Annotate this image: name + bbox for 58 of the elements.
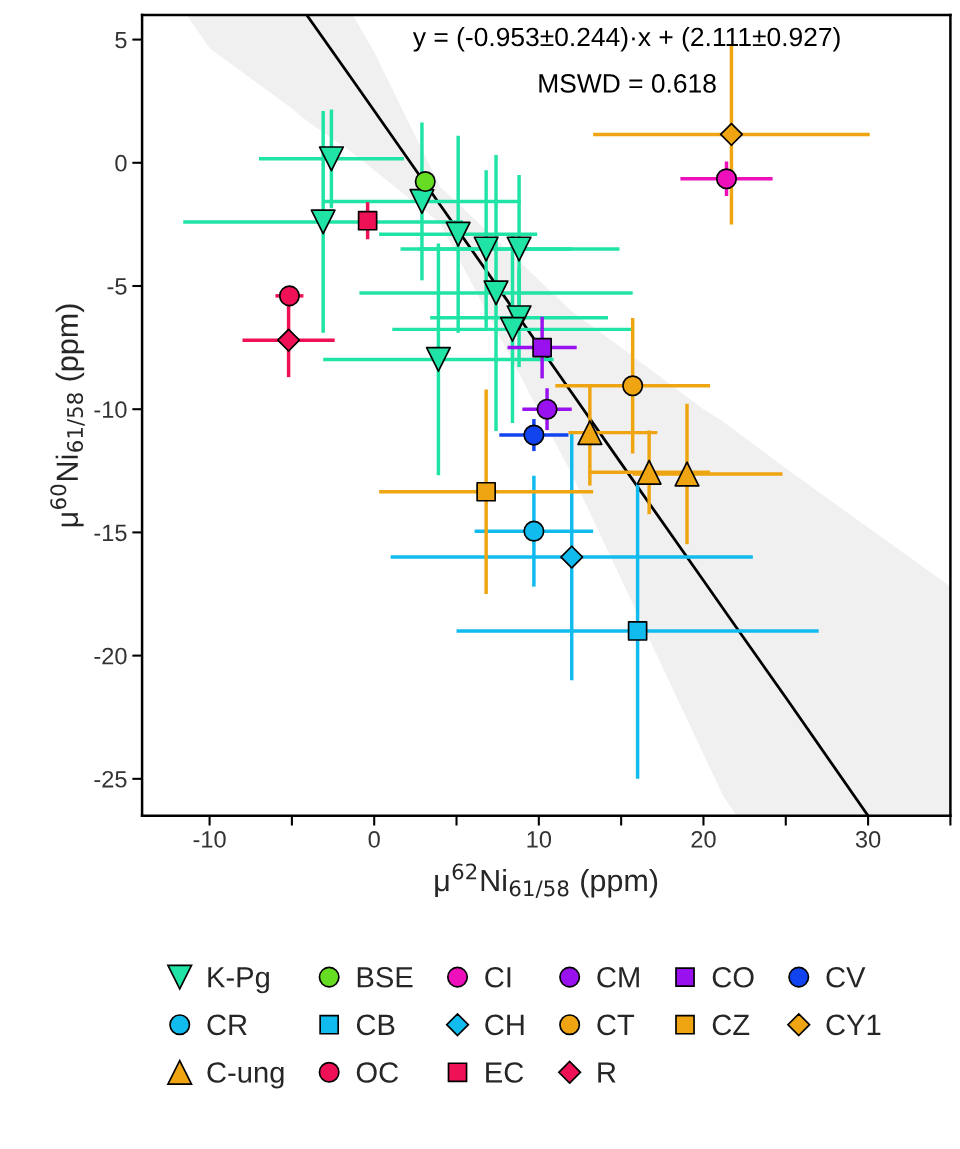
legend-label: CV: [826, 966, 866, 988]
point: [577, 419, 603, 446]
legend-label: CO: [712, 966, 754, 988]
x-tick-label: -10: [193, 831, 226, 848]
point: [409, 188, 435, 215]
x-tick-label: 0: [368, 831, 380, 848]
annotation: y = (-0.953±0.244)·x + (2.111±0.927): [412, 26, 840, 52]
legend-label: K-Pg: [208, 967, 269, 994]
x-tick-label: 20: [691, 831, 716, 848]
point: [674, 461, 700, 487]
point: [523, 424, 545, 446]
y-tick-label: -10: [94, 401, 127, 418]
y-tick-label: -5: [107, 278, 127, 295]
legend-label: OC: [356, 1062, 399, 1083]
legend-label: CM: [597, 966, 639, 988]
point: [318, 146, 345, 172]
point: [560, 545, 584, 569]
legend-label: CT: [597, 1014, 635, 1036]
legend-label: BSE: [357, 966, 413, 988]
point: [276, 328, 301, 352]
point: [414, 170, 436, 193]
point: [506, 236, 532, 262]
point: [536, 398, 558, 420]
y-tick-label: -25: [94, 770, 127, 788]
x-tick-label: 30: [855, 831, 881, 848]
point: [523, 520, 545, 542]
y-tick-label: 5: [115, 31, 127, 49]
point: [278, 285, 300, 307]
point: [473, 236, 499, 262]
point: [719, 122, 744, 147]
annotation: MSWD = 0.618: [539, 74, 716, 93]
legend-label: CH: [485, 1014, 524, 1036]
x-tick-label: 10: [527, 831, 552, 848]
point: [476, 481, 497, 502]
point: [636, 459, 662, 485]
y-tick-label: 0: [115, 154, 127, 172]
legend-label: CI: [485, 966, 511, 988]
legend-label: EC: [486, 1062, 524, 1083]
point: [627, 621, 648, 641]
legend-label: CZ: [712, 1014, 750, 1036]
y-axis-title: μ$^{60}$Ni$_{61/58}$ (ppm): [50, 304, 85, 527]
legend-label: CB: [356, 1014, 395, 1036]
x-axis-title: μ$^{62}$Ni$_{61/58}$ (ppm): [435, 863, 658, 899]
point: [715, 168, 738, 190]
legend-label: C-ung: [207, 1062, 284, 1089]
y-tick-label: -20: [94, 647, 127, 665]
point: [425, 346, 452, 373]
point: [357, 210, 378, 231]
legend-label: CY1: [826, 1014, 881, 1036]
y-tick-label: -15: [94, 524, 127, 542]
legend-label: CR: [207, 1014, 247, 1036]
legend-label: R: [598, 1062, 616, 1083]
point: [622, 375, 644, 397]
point: [310, 209, 336, 235]
point: [445, 221, 471, 247]
point: [532, 337, 552, 358]
point: [499, 316, 526, 343]
point: [483, 280, 509, 306]
